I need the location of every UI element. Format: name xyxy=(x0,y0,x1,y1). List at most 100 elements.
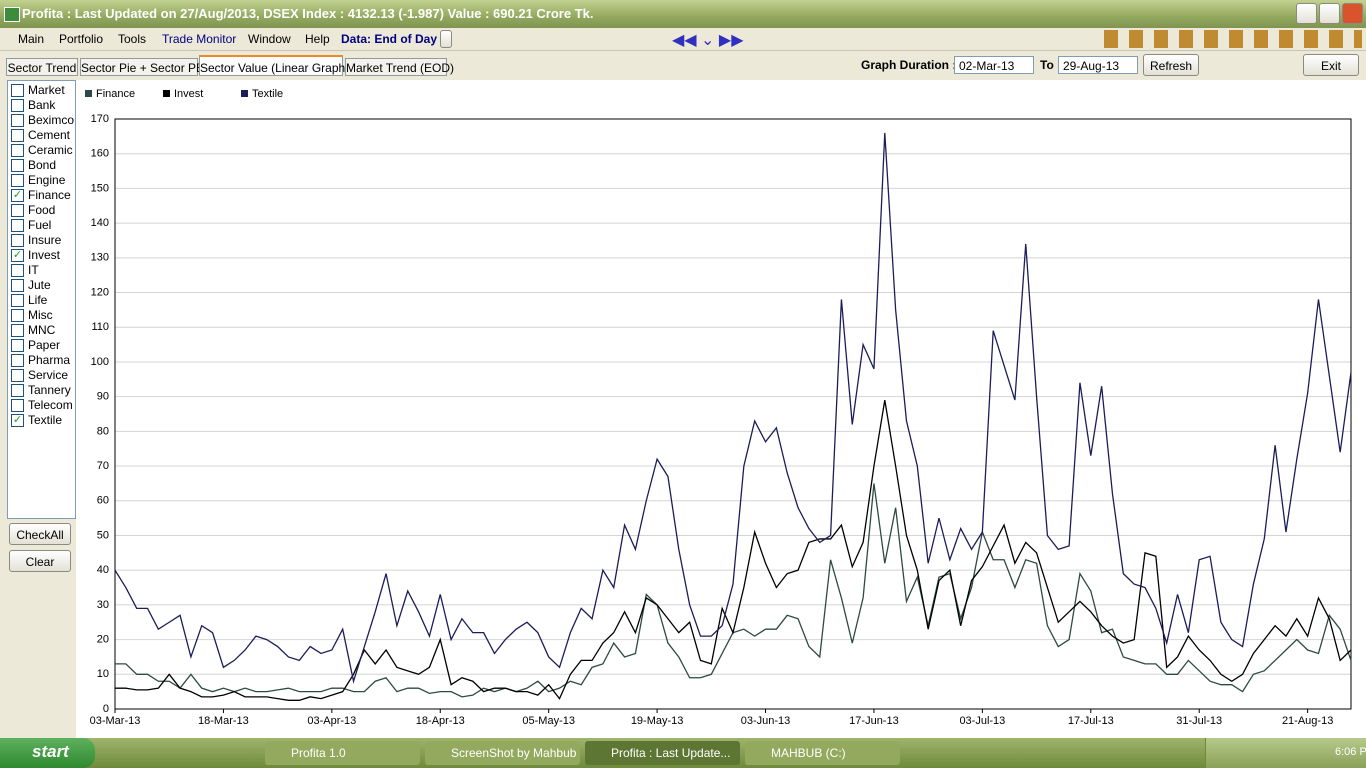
task-item[interactable]: Profita 1.0 xyxy=(265,741,420,765)
task-item[interactable]: Profita : Last Update... xyxy=(585,741,740,765)
sector-name: Textile xyxy=(28,413,63,427)
checkbox[interactable] xyxy=(11,144,24,157)
y-tick-label: 30 xyxy=(97,599,109,611)
checkbox[interactable] xyxy=(11,264,24,277)
tab[interactable]: Sector Pie + Sector PE xyxy=(80,58,204,76)
sector-name: Fuel xyxy=(28,218,52,232)
checkbox[interactable] xyxy=(11,84,24,97)
tab[interactable]: Sector Value (Linear Graph) xyxy=(199,55,349,76)
legend-swatch xyxy=(241,90,248,97)
x-tick-label: 17-Jul-13 xyxy=(1068,715,1114,727)
checkbox[interactable] xyxy=(11,114,24,127)
checkbox[interactable] xyxy=(11,174,24,187)
exit-button[interactable]: Exit xyxy=(1303,54,1359,76)
x-tick-label: 21-Aug-13 xyxy=(1282,715,1333,727)
y-tick-label: 10 xyxy=(97,668,109,680)
sector-row[interactable]: Tannery xyxy=(8,383,73,398)
checkbox[interactable]: ✓ xyxy=(11,249,24,262)
refresh-button[interactable]: Refresh xyxy=(1143,54,1199,76)
checkbox[interactable] xyxy=(11,339,24,352)
sector-name: Invest xyxy=(28,248,61,262)
y-tick-label: 140 xyxy=(91,217,109,229)
close[interactable] xyxy=(1342,3,1363,24)
y-tick-label: 90 xyxy=(97,391,109,403)
sector-row[interactable]: Paper xyxy=(8,338,73,353)
sector-row[interactable]: Food xyxy=(8,203,73,218)
task-item[interactable]: MAHBUB (C:) xyxy=(745,741,900,765)
sector-row[interactable]: Pharma xyxy=(8,353,73,368)
sector-row[interactable]: ✓ Finance xyxy=(8,188,73,203)
nav-arrows[interactable]: ◀◀ ⌄ ▶▶ xyxy=(672,32,744,49)
data-mode-dropdown[interactable] xyxy=(440,30,452,48)
checkbox[interactable] xyxy=(11,294,24,307)
menu-item[interactable]: Trade Monitor xyxy=(162,32,237,46)
sector-row[interactable]: Bank xyxy=(8,98,73,113)
legend-label: Textile xyxy=(252,88,283,100)
checkbox[interactable] xyxy=(11,99,24,112)
checkbox[interactable] xyxy=(11,219,24,232)
y-tick-label: 50 xyxy=(97,529,109,541)
y-tick-label: 100 xyxy=(91,356,109,368)
checkbox[interactable] xyxy=(11,234,24,247)
sector-row[interactable]: Fuel xyxy=(8,218,73,233)
checkbox[interactable] xyxy=(11,159,24,172)
checkbox[interactable] xyxy=(11,324,24,337)
menu-item[interactable]: Help xyxy=(305,32,330,46)
checkbox[interactable] xyxy=(11,279,24,292)
sector-row[interactable]: MNC xyxy=(8,323,73,338)
sector-row[interactable]: ✓ Textile xyxy=(8,413,73,428)
to-date[interactable]: 29-Aug-13 xyxy=(1058,56,1138,74)
maximize[interactable] xyxy=(1319,3,1340,24)
from-date[interactable]: 02-Mar-13 xyxy=(954,56,1034,74)
sector-row[interactable]: Insure xyxy=(8,233,73,248)
sector-row[interactable]: Life xyxy=(8,293,73,308)
menu-item[interactable]: Portfolio xyxy=(59,32,104,46)
checkbox[interactable] xyxy=(11,399,24,412)
sector-row[interactable]: Bond xyxy=(8,158,73,173)
sector-row[interactable]: Beximco xyxy=(8,113,75,128)
sector-row[interactable]: Engine xyxy=(8,173,73,188)
x-tick-label: 03-Mar-13 xyxy=(90,715,141,727)
x-tick-label: 03-Jul-13 xyxy=(959,715,1005,727)
checkbox[interactable]: ✓ xyxy=(11,189,24,202)
task-item[interactable]: ScreenShot by Mahbub xyxy=(425,741,580,765)
app-icon xyxy=(4,7,20,22)
sector-row[interactable]: Misc xyxy=(8,308,73,323)
sector-row[interactable]: Market xyxy=(8,83,73,98)
y-tick-label: 20 xyxy=(97,633,109,645)
checkbox[interactable] xyxy=(11,309,24,322)
sector-name: Tannery xyxy=(28,383,71,397)
sector-row[interactable]: Telecom xyxy=(8,398,73,413)
sector-row[interactable]: ✓ Invest xyxy=(8,248,73,263)
checkall-button[interactable]: CheckAll xyxy=(9,523,71,545)
minimize[interactable] xyxy=(1296,3,1317,24)
tab[interactable]: Market Trend (EOD) xyxy=(345,58,454,76)
sector-row[interactable]: Ceramic xyxy=(8,143,73,158)
sector-name: Service xyxy=(28,368,69,382)
menu-item[interactable]: Tools xyxy=(118,32,147,46)
window-title: Profita : Last Updated on 27/Aug/2013, D… xyxy=(22,6,594,21)
sector-row[interactable]: IT xyxy=(8,263,73,278)
checkbox[interactable] xyxy=(11,204,24,217)
checkbox[interactable] xyxy=(11,354,24,367)
clock: 6:06 PM xyxy=(1335,746,1366,758)
checkbox[interactable] xyxy=(11,129,24,142)
checkbox[interactable]: ✓ xyxy=(11,414,24,427)
sector-name: Life xyxy=(28,293,48,307)
clear-button[interactable]: Clear xyxy=(9,550,71,572)
checkbox[interactable] xyxy=(11,384,24,397)
sector-name: Pharma xyxy=(28,353,71,367)
sector-name: Misc xyxy=(28,308,53,322)
start-button[interactable]: start xyxy=(0,738,95,768)
menu-item[interactable]: Main xyxy=(18,32,45,46)
sector-row[interactable]: Jute xyxy=(8,278,73,293)
sector-name: Beximco xyxy=(28,113,75,127)
data-mode[interactable]: Data: End of Day xyxy=(341,32,438,46)
sector-row[interactable]: Cement xyxy=(8,128,73,143)
sector-row[interactable]: Service xyxy=(8,368,73,383)
tab[interactable]: Sector Trend xyxy=(6,58,78,76)
sector-name: Market xyxy=(28,83,65,97)
y-tick-label: 160 xyxy=(91,148,109,160)
checkbox[interactable] xyxy=(11,369,24,382)
menu-item[interactable]: Window xyxy=(248,32,291,46)
